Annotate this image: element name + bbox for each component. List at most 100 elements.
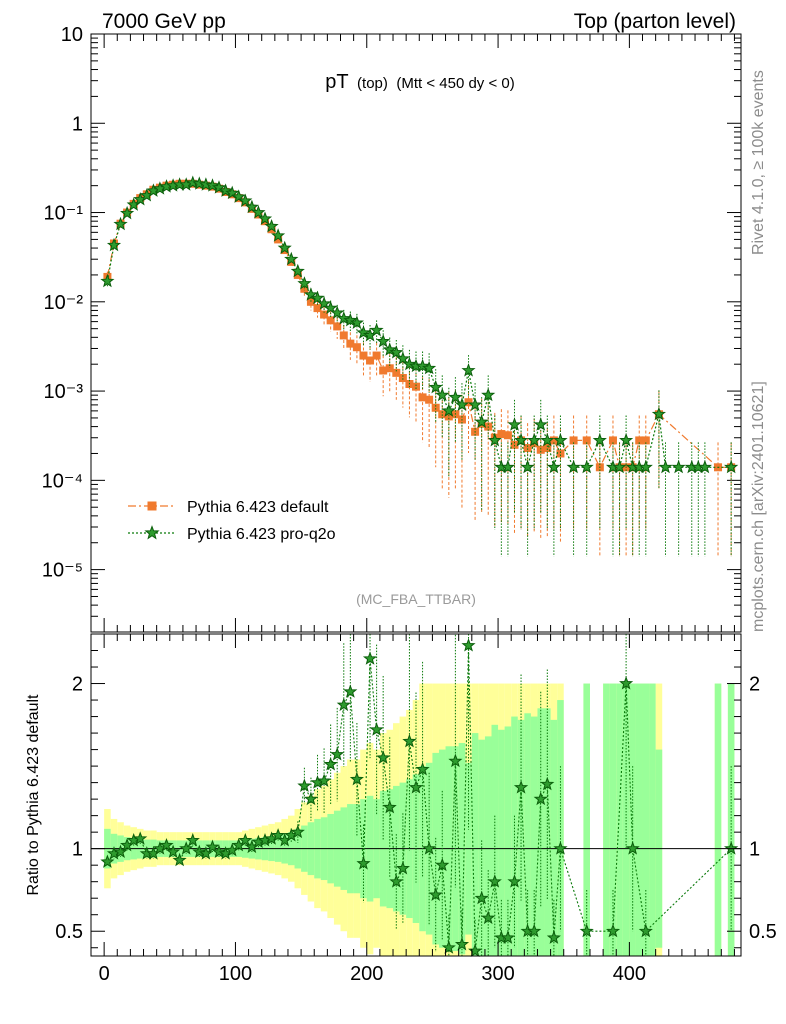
data-point xyxy=(231,189,246,203)
data-point xyxy=(346,339,355,348)
data-point xyxy=(297,276,312,290)
ratio-xtick-label: 100 xyxy=(219,963,252,985)
data-point xyxy=(612,459,627,474)
ratio-point xyxy=(330,747,345,761)
data-point xyxy=(211,180,227,194)
data-point xyxy=(412,382,420,391)
data-point xyxy=(592,432,607,447)
uncertainty-band-inner xyxy=(727,683,735,956)
data-point xyxy=(251,205,266,219)
uncertainty-band-inner xyxy=(471,733,479,956)
data-point xyxy=(100,273,115,288)
data-point xyxy=(379,366,388,375)
data-point xyxy=(113,216,128,231)
data-point xyxy=(366,356,375,365)
data-point xyxy=(313,304,322,313)
uncertainty-band-inner xyxy=(629,683,636,956)
data-point xyxy=(356,325,371,339)
legend-marker-proq2o xyxy=(144,525,160,540)
series-line xyxy=(106,183,732,469)
legend: Pythia 6.423 default Pythia 6.423 pro-q2… xyxy=(128,499,336,543)
uncertainty-band-inner xyxy=(642,683,650,956)
data-point xyxy=(323,300,338,315)
ratio-ytick-label: 1 xyxy=(72,839,83,861)
ratio-point xyxy=(415,761,430,776)
uncertainty-band-inner xyxy=(484,736,492,956)
uncertainty-band-inner xyxy=(537,708,545,956)
ratio-point xyxy=(271,828,286,842)
data-point xyxy=(474,414,489,429)
ratio-point xyxy=(527,923,542,938)
data-point xyxy=(398,374,407,383)
data-point xyxy=(497,430,506,439)
data-point xyxy=(422,360,437,375)
ratio-point xyxy=(540,776,555,791)
data-point xyxy=(274,235,283,244)
data-point xyxy=(553,432,568,447)
data-point xyxy=(271,228,286,242)
watermark: (MC_FBA_TTBAR) xyxy=(356,591,476,607)
main-ytick-label: 10⁻¹ xyxy=(44,203,84,225)
ratio-point xyxy=(179,841,194,855)
ratio-point xyxy=(408,780,424,794)
data-point xyxy=(697,459,712,474)
data-point xyxy=(500,459,515,474)
ratio-point xyxy=(481,910,496,925)
data-point xyxy=(425,395,434,404)
ratio-point xyxy=(395,861,410,875)
data-point xyxy=(293,270,302,279)
data-point xyxy=(658,459,673,474)
ratio-point xyxy=(619,676,634,690)
ratio-point xyxy=(100,854,115,868)
ratio-xtick-label: 300 xyxy=(481,963,514,985)
ratio-point xyxy=(389,874,404,888)
side-text-bottom: mcplots.cern.ch [arXiv:2401.10621] xyxy=(750,381,767,632)
data-point xyxy=(306,297,315,306)
data-point xyxy=(438,410,447,419)
ratio-point xyxy=(382,799,397,814)
data-point xyxy=(330,305,345,319)
data-point xyxy=(510,440,519,449)
data-point xyxy=(582,436,591,445)
data-point xyxy=(527,432,542,447)
ratio-ytick-label: 2 xyxy=(72,674,83,696)
ratio-point xyxy=(185,832,200,847)
ratio-point xyxy=(454,936,470,951)
plot-title: pT (top) (Mtt < 450 dy < 0) xyxy=(325,71,514,93)
data-point xyxy=(461,363,476,377)
ratio-point xyxy=(513,780,529,794)
main-ytick-label: 10⁻⁵ xyxy=(42,560,83,582)
data-point xyxy=(277,240,292,255)
ratio-point xyxy=(579,923,594,938)
data-point xyxy=(448,390,463,404)
data-point xyxy=(120,205,135,220)
data-point xyxy=(290,263,305,278)
uncertainty-band-inner xyxy=(622,683,630,956)
data-point xyxy=(336,311,351,325)
ratio-ylabel: Ratio to Pythia 6.423 default xyxy=(25,694,42,896)
ratio-point xyxy=(500,930,515,944)
data-point xyxy=(392,368,401,377)
ratio-point xyxy=(605,923,621,938)
ratio-point xyxy=(238,832,253,847)
data-point xyxy=(454,397,470,411)
main-ytick-label: 1 xyxy=(72,113,83,135)
uncertainty-band-inner xyxy=(524,713,531,956)
ratio-xtick-label: 400 xyxy=(613,963,646,985)
ratio-xtick-label: 200 xyxy=(350,963,383,985)
ratio-point xyxy=(198,846,213,860)
header-left: 7000 GeV pp xyxy=(102,10,226,33)
uncertainty-band-inner xyxy=(609,683,617,956)
ratio-point xyxy=(317,773,332,787)
data-point xyxy=(569,436,578,445)
ratio-point xyxy=(349,771,364,786)
data-point xyxy=(536,445,545,454)
ratio-point xyxy=(297,778,312,792)
uncertainty-band-inner xyxy=(616,683,623,956)
legend-item-default: Pythia 6.423 default xyxy=(128,499,329,516)
data-point xyxy=(549,436,558,445)
ratio-ytick-label-right: 0.5 xyxy=(749,921,777,943)
data-point xyxy=(540,432,555,447)
ratio-point xyxy=(625,841,640,855)
